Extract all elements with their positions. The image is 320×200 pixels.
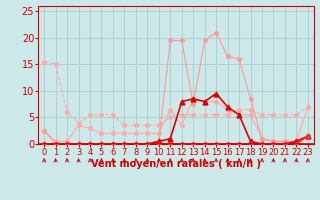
X-axis label: Vent moyen/en rafales ( km/h ): Vent moyen/en rafales ( km/h ) — [91, 159, 261, 169]
